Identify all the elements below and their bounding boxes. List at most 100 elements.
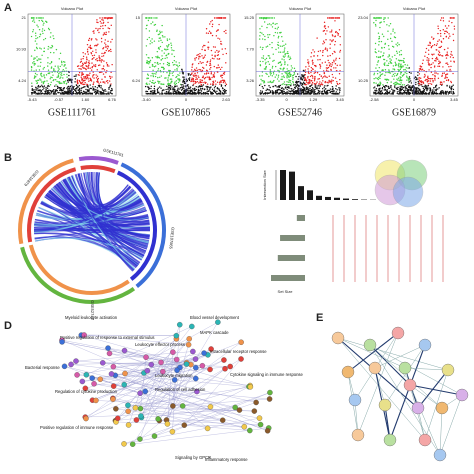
point bbox=[59, 65, 61, 68]
point bbox=[93, 54, 96, 56]
point bbox=[380, 73, 383, 76]
point bbox=[175, 64, 178, 66]
protein bbox=[418, 338, 432, 352]
node bbox=[121, 347, 128, 354]
point bbox=[324, 85, 326, 87]
point bbox=[273, 79, 275, 82]
point bbox=[436, 58, 438, 60]
point bbox=[262, 33, 265, 36]
point bbox=[317, 59, 319, 61]
point bbox=[62, 81, 65, 83]
point bbox=[283, 51, 286, 53]
point bbox=[216, 71, 219, 73]
point bbox=[282, 68, 285, 70]
point bbox=[272, 85, 274, 88]
point bbox=[410, 80, 412, 82]
point bbox=[75, 91, 77, 93]
point bbox=[376, 73, 379, 75]
point bbox=[397, 68, 399, 71]
point bbox=[174, 85, 176, 87]
point bbox=[202, 91, 205, 94]
point bbox=[160, 83, 162, 85]
point bbox=[200, 84, 203, 86]
point bbox=[272, 53, 274, 55]
point bbox=[93, 32, 95, 34]
point bbox=[147, 19, 150, 22]
point bbox=[331, 85, 334, 88]
point bbox=[210, 49, 213, 52]
point bbox=[153, 66, 156, 68]
point bbox=[425, 47, 428, 50]
point bbox=[33, 61, 35, 63]
point bbox=[272, 71, 275, 74]
point bbox=[177, 66, 179, 68]
point bbox=[205, 72, 208, 74]
node bbox=[181, 422, 188, 428]
point bbox=[325, 91, 327, 93]
point bbox=[339, 70, 341, 72]
point bbox=[380, 90, 382, 93]
point bbox=[418, 92, 420, 94]
point bbox=[433, 66, 436, 68]
point bbox=[167, 53, 169, 55]
point bbox=[269, 90, 272, 92]
point bbox=[31, 20, 34, 22]
point bbox=[89, 72, 91, 74]
point bbox=[451, 85, 453, 88]
point bbox=[305, 86, 308, 88]
plot-title: Volcano Plot bbox=[289, 6, 312, 11]
point bbox=[170, 88, 172, 91]
point bbox=[332, 17, 335, 19]
point bbox=[387, 44, 390, 47]
point bbox=[93, 81, 95, 83]
point bbox=[148, 63, 150, 65]
point bbox=[223, 79, 225, 81]
node bbox=[219, 417, 226, 423]
outer-arc bbox=[18, 158, 74, 245]
point bbox=[82, 63, 84, 66]
point bbox=[39, 73, 42, 75]
point bbox=[417, 74, 419, 76]
node bbox=[105, 345, 111, 351]
point bbox=[53, 69, 55, 71]
point bbox=[167, 48, 169, 51]
point bbox=[434, 74, 436, 77]
point bbox=[147, 74, 150, 76]
chord bbox=[34, 190, 136, 234]
node bbox=[125, 402, 131, 409]
point bbox=[419, 65, 422, 67]
point bbox=[31, 62, 34, 64]
point bbox=[443, 81, 445, 83]
point bbox=[282, 75, 285, 77]
point bbox=[338, 82, 341, 85]
point bbox=[68, 79, 71, 81]
point bbox=[323, 21, 326, 24]
point bbox=[272, 91, 274, 93]
point bbox=[376, 64, 378, 66]
point bbox=[378, 50, 380, 52]
point bbox=[269, 81, 271, 84]
edge bbox=[61, 340, 261, 425]
point bbox=[268, 89, 271, 91]
point bbox=[281, 83, 283, 86]
point bbox=[430, 63, 433, 65]
point bbox=[266, 93, 269, 95]
point bbox=[60, 72, 63, 74]
point bbox=[34, 57, 36, 59]
point bbox=[289, 79, 292, 82]
point bbox=[401, 84, 404, 86]
point bbox=[310, 66, 312, 69]
point bbox=[391, 93, 394, 95]
node bbox=[137, 405, 144, 412]
point bbox=[85, 91, 87, 94]
point bbox=[382, 84, 384, 86]
node bbox=[110, 383, 117, 389]
point bbox=[202, 66, 204, 69]
point bbox=[166, 38, 168, 40]
point bbox=[445, 79, 448, 82]
point bbox=[60, 74, 62, 76]
point bbox=[192, 83, 195, 85]
x-tick-label: -5.43 bbox=[27, 97, 37, 102]
point bbox=[304, 69, 307, 71]
